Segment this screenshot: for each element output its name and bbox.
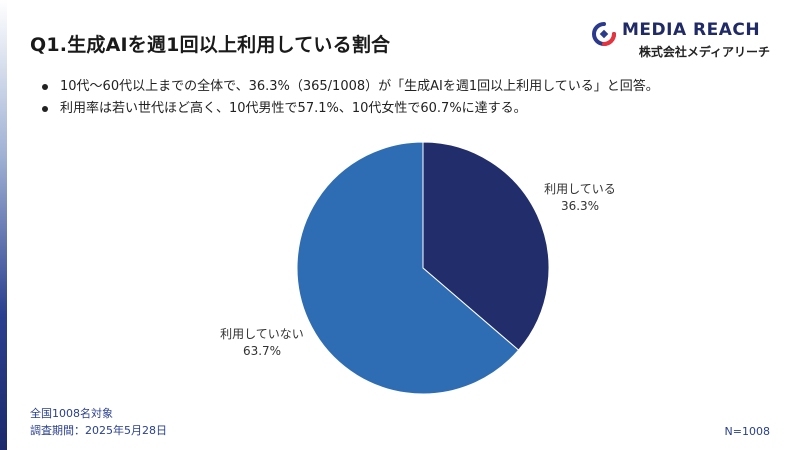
summary-bullets: 10代〜60代以上までの全体で、36.3%（365/1008）が「生成AIを週1… [40,76,659,120]
logo-mark-icon [592,22,616,46]
side-accent-bar [0,0,7,450]
page-title: Q1.生成AIを週1回以上利用している割合 [30,34,391,56]
bullet-item: 利用率は若い世代ほど高く、10代男性で57.1%、10代女性で60.7%に達する… [40,98,659,120]
slice-value-label: 36.3% [561,199,599,213]
slice-label: 利用していない [220,327,304,341]
sample-size: N=1008 [724,425,770,438]
bullet-item: 10代〜60代以上までの全体で、36.3%（365/1008）が「生成AIを週1… [40,76,659,98]
survey-period: 調査期間：2025年5月28日 [30,424,167,437]
pie-slice [422,141,550,351]
logo-subtitle: 株式会社メディアリーチ [638,45,770,59]
survey-target: 全国1008名対象 [30,407,113,420]
slice-label: 利用している [544,182,616,196]
logo-name: MEDIA REACH [622,20,761,40]
company-logo: MEDIA REACH 株式会社メディアリーチ [590,20,770,64]
survey-info: 全国1008名対象 調査期間：2025年5月28日 [30,405,167,439]
pie-slice [296,141,520,395]
slice-value-label: 63.7% [243,344,281,358]
